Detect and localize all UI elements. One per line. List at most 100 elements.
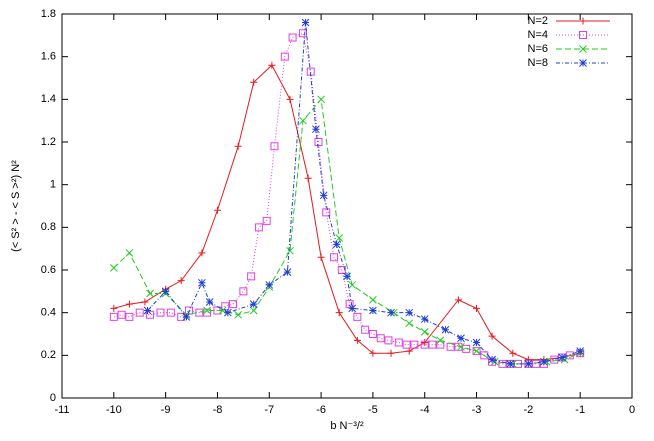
data-point [203, 306, 211, 315]
data-point [446, 342, 455, 351]
data-point [317, 253, 325, 261]
series-line [147, 22, 581, 365]
x-axis-label: b N⁻³/² [330, 420, 364, 432]
data-point [141, 298, 149, 306]
legend-label: N=6 [528, 43, 549, 55]
data-point [369, 296, 377, 304]
x-tick-label: -11 [54, 404, 69, 416]
legend-label: N=8 [528, 57, 549, 69]
data-point [247, 272, 256, 281]
data-point [405, 319, 414, 328]
data-point [161, 287, 170, 296]
x-tick-label: -1 [575, 404, 585, 416]
data-point [441, 325, 450, 334]
data-point [387, 349, 395, 357]
data-point [125, 312, 134, 321]
data-point [506, 359, 515, 368]
series-line [113, 32, 581, 365]
data-point [270, 142, 279, 151]
data-point [286, 246, 294, 255]
data-point [198, 249, 206, 257]
data-point [337, 266, 346, 274]
data-point [330, 253, 339, 262]
data-point [156, 308, 165, 317]
data-point [384, 336, 393, 345]
data-point [369, 349, 377, 357]
plot-frame [61, 13, 633, 399]
data-point [288, 33, 297, 42]
data-point [457, 334, 465, 343]
legend-label: N=4 [528, 29, 549, 41]
x-tick-label: -5 [368, 404, 378, 416]
y-tick-label: 1.2 [41, 136, 56, 148]
data-point [454, 342, 463, 351]
data-point [268, 61, 276, 69]
data-point [410, 340, 419, 349]
data-point [280, 52, 289, 61]
data-point [125, 300, 133, 308]
data-point [369, 306, 377, 315]
data-point [319, 191, 328, 200]
data-point [565, 351, 574, 360]
data-point [361, 325, 370, 334]
data-point [298, 29, 307, 38]
data-point [109, 312, 118, 321]
data-point [146, 310, 155, 319]
data-point [462, 344, 471, 353]
y-axis-label: (< S² > - < S >²) N² [10, 160, 22, 252]
data-point [306, 67, 315, 76]
data-point [195, 308, 204, 317]
data-point [376, 334, 385, 343]
data-point [405, 308, 414, 317]
data-point [353, 336, 361, 344]
data-point [550, 355, 559, 364]
data-point [558, 353, 566, 362]
legend-label: N=2 [528, 15, 549, 27]
data-point [286, 95, 294, 103]
data-point [402, 340, 411, 349]
data-point [143, 306, 152, 315]
data-point [540, 357, 548, 366]
data-point [498, 359, 507, 368]
data-point [234, 142, 242, 150]
data-point [524, 359, 533, 368]
data-point [166, 308, 175, 317]
x-tick-label: -9 [161, 404, 171, 416]
legend-marker [579, 45, 587, 53]
data-point [488, 332, 496, 340]
legend-marker [579, 59, 587, 67]
y-tick-label: 1 [50, 179, 56, 191]
data-point [205, 298, 214, 306]
data-point [488, 355, 496, 364]
data-point [229, 300, 237, 309]
x-tick-label: -3 [472, 404, 482, 416]
data-point [405, 347, 413, 355]
data-point [368, 330, 377, 338]
x-tick-label: -7 [264, 404, 274, 416]
data-point [457, 342, 465, 351]
data-point [428, 340, 437, 349]
data-point [473, 304, 481, 312]
y-tick-label: 1.4 [41, 93, 56, 105]
x-tick-label: -8 [213, 404, 223, 416]
data-point [421, 339, 429, 347]
data-point [420, 340, 429, 349]
data-point [506, 360, 515, 368]
data-point [177, 312, 186, 321]
y-tick-label: 1.6 [41, 51, 56, 63]
data-point [301, 18, 310, 27]
y-tick-label: 0.6 [41, 264, 56, 276]
data-point [394, 338, 403, 347]
y-tick-label: 1.8 [41, 8, 56, 20]
data-point [304, 174, 312, 182]
x-tick-label: -10 [106, 404, 122, 416]
data-point [576, 347, 585, 355]
data-point [221, 302, 230, 311]
legend-marker [579, 17, 587, 25]
y-tick-label: 0 [50, 392, 56, 404]
x-tick-label: -4 [420, 404, 430, 416]
data-point [312, 125, 320, 134]
data-point [420, 315, 429, 323]
x-tick-label: -6 [316, 404, 326, 416]
